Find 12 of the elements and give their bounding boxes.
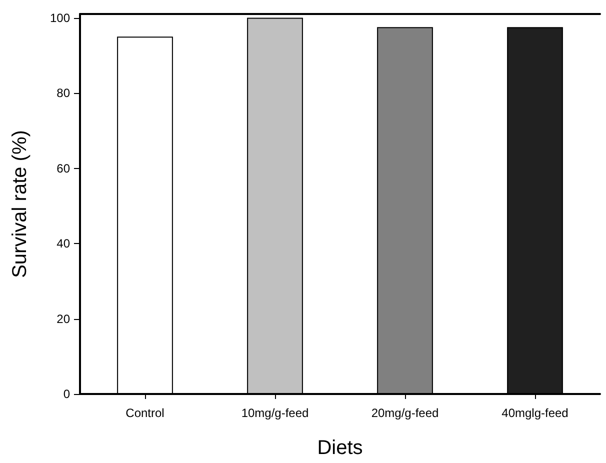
y-tick-label: 60 <box>56 161 70 176</box>
y-tick-label: 20 <box>56 312 70 326</box>
x-axis-title: Diets <box>317 437 363 459</box>
y-tick-label: 0 <box>63 387 70 401</box>
y-tick-label: 100 <box>50 10 70 25</box>
x-tick-label: Control <box>126 406 164 420</box>
y-tick-label: 80 <box>56 86 70 100</box>
y-tick-label: 40 <box>56 236 70 251</box>
x-tick-label: 20mg/g-feed <box>371 406 439 420</box>
y-axis-title: Survival rate (%) <box>9 130 31 278</box>
x-tick-label: 40mglg-feed <box>502 406 568 420</box>
x-tick-label: 10mg/g-feed <box>241 406 309 420</box>
